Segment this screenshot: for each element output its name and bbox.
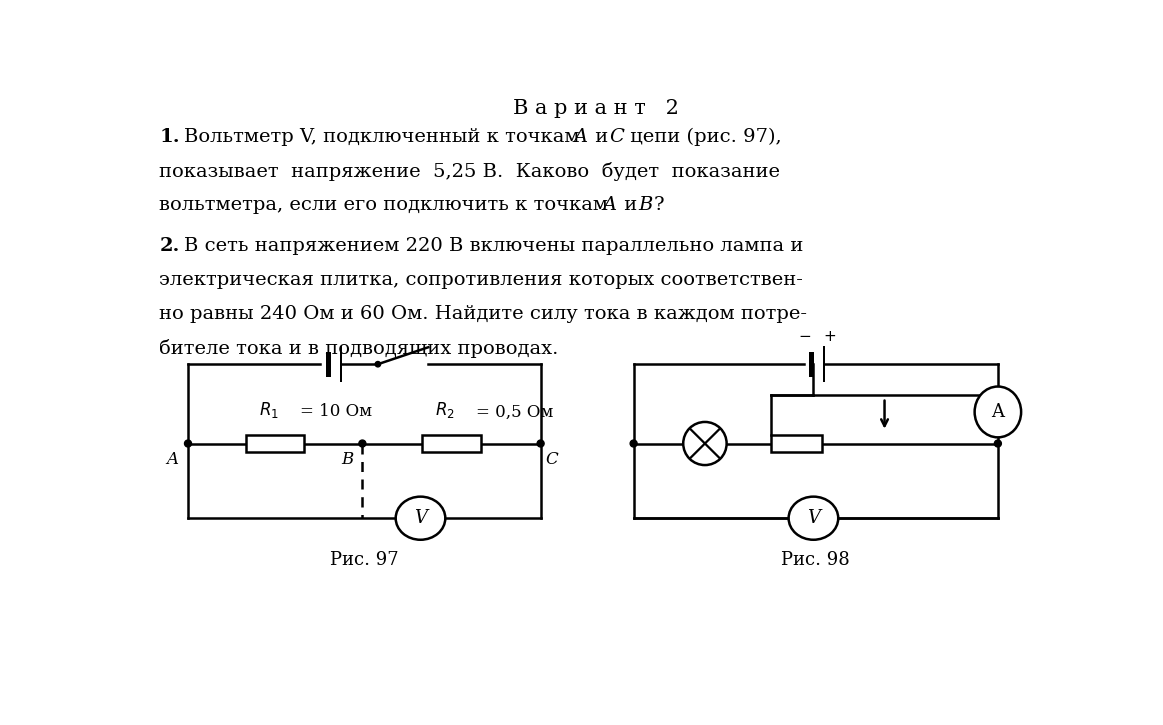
Text: A: A (166, 451, 179, 468)
Ellipse shape (789, 497, 839, 539)
Text: 2.: 2. (159, 237, 180, 255)
Text: вольтметра, если его подключить к точкам: вольтметра, если его подключить к точкам (159, 196, 614, 214)
Text: +: + (823, 329, 836, 344)
Text: Рис. 98: Рис. 98 (782, 551, 850, 569)
Text: A: A (573, 128, 587, 146)
Text: B: B (341, 451, 354, 468)
Text: V: V (807, 509, 820, 527)
Circle shape (630, 440, 637, 447)
Text: V: V (414, 509, 427, 527)
Text: и: и (618, 196, 643, 214)
Circle shape (683, 422, 727, 465)
Text: B: B (638, 196, 652, 214)
Bar (771, 435, 821, 452)
Text: цепи (рис. 97),: цепи (рис. 97), (625, 128, 782, 146)
Bar (247, 435, 305, 452)
Text: $R_1$: $R_1$ (259, 400, 279, 420)
Text: ?: ? (654, 196, 664, 214)
Text: но равны 240 Ом и 60 Ом. Найдите силу тока в каждом потре-: но равны 240 Ом и 60 Ом. Найдите силу то… (159, 305, 807, 323)
Text: В а р и а н т   2: В а р и а н т 2 (513, 99, 679, 117)
Text: бителе тока и в подводящих проводах.: бителе тока и в подводящих проводах. (159, 339, 558, 358)
Text: C: C (545, 451, 558, 468)
Circle shape (537, 440, 544, 447)
Ellipse shape (395, 497, 445, 539)
Circle shape (359, 440, 366, 447)
Text: Рис. 97: Рис. 97 (330, 551, 399, 569)
Text: = 10 Ом: = 10 Ом (300, 403, 372, 420)
Text: 1.: 1. (159, 128, 180, 146)
Text: = 0,5 Ом: = 0,5 Ом (477, 403, 554, 420)
Text: A: A (602, 196, 616, 214)
Text: и: и (588, 128, 614, 146)
Text: показывает  напряжение  5,25 В.  Каково  будет  показание: показывает напряжение 5,25 В. Каково буд… (159, 162, 780, 181)
Bar (422, 435, 480, 452)
Text: электрическая плитка, сопротивления которых соответствен-: электрическая плитка, сопротивления кото… (159, 271, 804, 289)
Circle shape (994, 440, 1001, 447)
Text: C: C (608, 128, 623, 146)
Text: −: − (799, 329, 812, 344)
Text: A: A (991, 403, 1005, 421)
Ellipse shape (975, 386, 1021, 437)
Circle shape (185, 440, 192, 447)
Circle shape (376, 362, 380, 367)
Text: $R_2$: $R_2$ (435, 400, 455, 420)
Text: В сеть напряжением 220 В включены параллельно лампа и: В сеть напряжением 220 В включены паралл… (184, 237, 804, 255)
Text: Вольтметр V, подключенный к точкам: Вольтметр V, подключенный к точкам (184, 128, 586, 146)
